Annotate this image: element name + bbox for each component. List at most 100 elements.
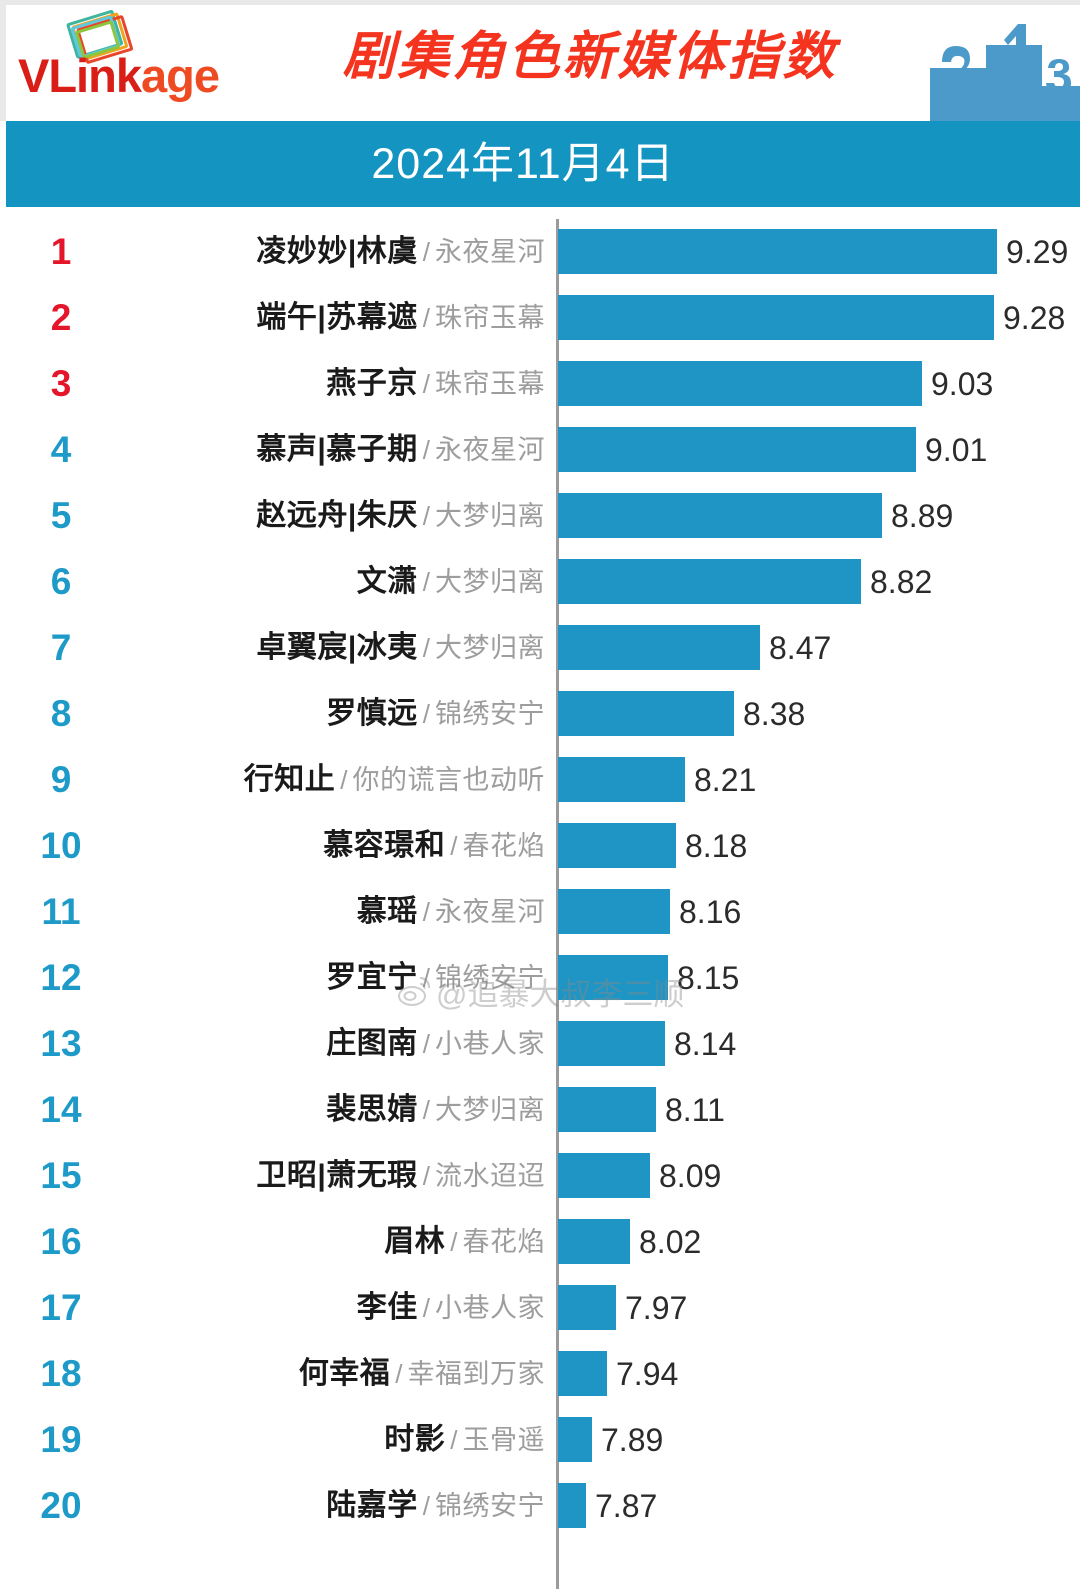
table-row: 6 文潇 / 大梦归离 8.82: [0, 549, 1080, 615]
value-bar: [558, 1285, 616, 1330]
row-label: 慕声|慕子期 / 永夜星河: [110, 417, 545, 483]
value-label: 9.29: [1006, 234, 1069, 270]
value-bar: [558, 625, 760, 670]
name-separator: /: [422, 1029, 430, 1059]
name-separator: /: [422, 303, 430, 333]
value-bar: [558, 1153, 650, 1198]
value-bar: [558, 1483, 586, 1528]
value-label: 8.82: [870, 564, 933, 600]
row-label: 罗慎远 / 锦绣安宁: [110, 681, 545, 747]
name-separator: /: [450, 1425, 458, 1455]
value-bar: [558, 1219, 630, 1264]
logo-text-light: age: [140, 49, 220, 102]
header-bar: VLinkage 剧集角色新媒体指数: [0, 0, 1080, 121]
table-row: 17 李佳 / 小巷人家 7.97: [0, 1275, 1080, 1341]
name-separator: /: [422, 369, 430, 399]
value-label: 7.97: [625, 1290, 688, 1326]
rank-number: 20: [40, 1485, 82, 1526]
name-separator: /: [422, 699, 430, 729]
show-name: 永夜星河: [435, 237, 545, 267]
value-bar: [558, 1351, 607, 1396]
table-row: 8 罗慎远 / 锦绣安宁 8.38: [0, 681, 1080, 747]
show-name: 小巷人家: [435, 1029, 545, 1059]
value-label: 8.09: [659, 1158, 722, 1194]
show-name: 永夜星河: [435, 897, 545, 927]
value-label: 8.38: [743, 696, 806, 732]
rank-number: 8: [50, 693, 72, 734]
show-name: 珠帘玉幕: [435, 369, 545, 399]
row-label: 文潇 / 大梦归离: [110, 549, 545, 615]
card-stack-icon: [66, 10, 134, 72]
rank-number: 1: [50, 231, 72, 272]
rank-number: 5: [50, 495, 72, 536]
value-bar: [558, 955, 668, 1000]
name-separator: /: [422, 237, 430, 267]
row-label: 陆嘉学 / 锦绣安宁: [110, 1473, 545, 1539]
value-label: 7.89: [601, 1422, 664, 1458]
value-bar: [558, 295, 994, 340]
character-name: 卫昭|萧无瑕: [256, 1159, 418, 1192]
character-name: 赵远舟|朱厌: [256, 499, 418, 532]
name-separator: /: [450, 1227, 458, 1257]
value-bar: [558, 757, 685, 802]
row-label: 时影 / 玉骨遥: [110, 1407, 545, 1473]
value-bar: [558, 823, 676, 868]
character-name: 时影: [384, 1423, 446, 1456]
table-row: 14 裴思婧 / 大梦归离 8.11: [0, 1077, 1080, 1143]
table-row: 19 时影 / 玉骨遥 7.89: [0, 1407, 1080, 1473]
rank-number: 17: [40, 1287, 82, 1328]
logo-text-bold: VLink: [18, 49, 142, 102]
row-label: 卓翼宸|冰夷 / 大梦归离: [110, 615, 545, 681]
name-separator: /: [422, 963, 430, 993]
vlinkage-logo[interactable]: VLinkage: [18, 8, 268, 112]
character-name: 李佳: [356, 1291, 418, 1324]
row-label: 凌妙妙|林虞 / 永夜星河: [110, 219, 545, 285]
table-row: 4 慕声|慕子期 / 永夜星河 9.01: [0, 417, 1080, 483]
value-label: 9.28: [1003, 300, 1066, 336]
character-name: 慕声|慕子期: [256, 433, 418, 466]
name-separator: /: [422, 1161, 430, 1191]
value-label: 8.14: [674, 1026, 737, 1062]
value-label: 8.47: [769, 630, 832, 666]
show-name: 你的谎言也动听: [352, 765, 545, 795]
value-label: 9.01: [925, 432, 988, 468]
show-name: 永夜星河: [435, 435, 545, 465]
name-separator: /: [422, 1293, 430, 1323]
row-label: 慕瑶 / 永夜星河: [110, 879, 545, 945]
rank-number: 19: [40, 1419, 82, 1460]
show-name: 珠帘玉幕: [435, 303, 545, 333]
show-name: 幸福到万家: [407, 1359, 545, 1389]
rank-number: 7: [50, 627, 72, 668]
chart-axis-line: [556, 219, 559, 1589]
name-separator: /: [422, 633, 430, 663]
value-label: 7.87: [595, 1488, 658, 1524]
show-name: 锦绣安宁: [435, 699, 545, 729]
show-name: 大梦归离: [435, 633, 545, 663]
character-name: 庄图南: [326, 1027, 418, 1060]
character-name: 卓翼宸|冰夷: [256, 631, 418, 664]
row-label: 慕容璟和 / 春花焰: [110, 813, 545, 879]
name-separator: /: [340, 765, 348, 795]
rank-number: 14: [40, 1089, 82, 1130]
value-label: 9.03: [931, 366, 994, 402]
rank-number: 11: [41, 891, 81, 932]
show-name: 春花焰: [462, 831, 545, 861]
row-label: 李佳 / 小巷人家: [110, 1275, 545, 1341]
rank-number: 12: [40, 957, 82, 998]
show-name: 大梦归离: [435, 501, 545, 531]
show-name: 锦绣安宁: [435, 1491, 545, 1521]
row-label: 行知止 / 你的谎言也动听: [110, 747, 545, 813]
ranking-chart: 1 凌妙妙|林虞 / 永夜星河 9.29 2 端午|苏幕遮 / 珠帘玉幕 9.28 3 燕子京 / 珠帘玉…: [0, 207, 1080, 1593]
value-bar: [558, 427, 916, 472]
podium-icon: [912, 0, 1080, 121]
table-row: 10 慕容璟和 / 春花焰 8.18: [0, 813, 1080, 879]
logo-wordmark: VLinkage: [18, 48, 268, 104]
row-label: 何幸福 / 幸福到万家: [110, 1341, 545, 1407]
rank-number: 13: [40, 1023, 82, 1064]
value-bar: [558, 691, 734, 736]
value-bar: [558, 1087, 656, 1132]
header-top-margin: [0, 0, 1080, 5]
table-row: 11 慕瑶 / 永夜星河 8.16: [0, 879, 1080, 945]
table-row: 1 凌妙妙|林虞 / 永夜星河 9.29: [0, 219, 1080, 285]
show-name: 玉骨遥: [462, 1425, 545, 1455]
